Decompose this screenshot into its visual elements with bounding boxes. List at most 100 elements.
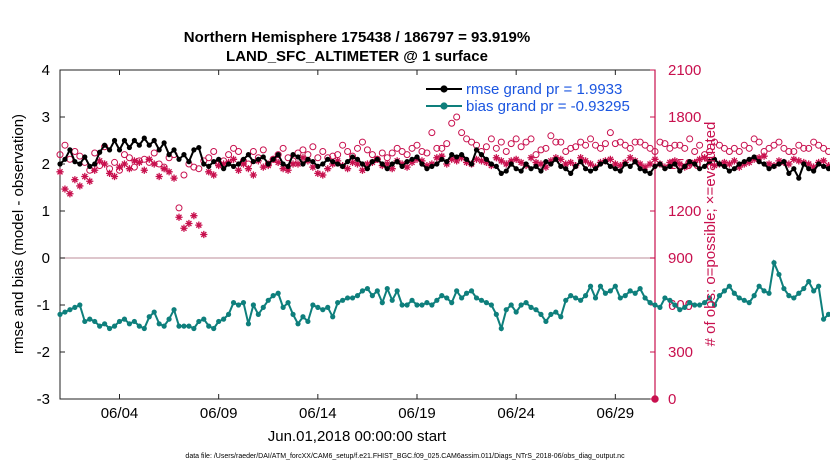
rmse-marker [811,168,817,174]
rmse-marker [166,152,172,158]
bias-marker [528,304,534,310]
rmse-marker [578,159,584,165]
evaluated-marker [229,155,238,163]
possible-marker [775,138,783,146]
bias-marker [711,302,718,308]
possible-marker [408,144,416,152]
evaluated-marker [383,160,391,168]
evaluated-marker [725,160,733,168]
bias-marker [414,302,420,308]
evaluated-marker [115,163,124,171]
bias-marker [731,290,737,296]
evaluated-marker [145,155,153,163]
rmse-marker [116,147,123,153]
evaluated-marker [294,160,302,168]
rmse-marker [151,137,157,144]
possible-marker [582,141,590,149]
possible-marker [696,141,704,149]
evaluated-marker [453,157,461,165]
rmse-marker [211,159,217,165]
rmse-marker [449,152,455,158]
possible-marker [274,151,282,159]
possible-marker [671,141,679,149]
rmse-marker [335,161,341,167]
evaluated-marker [507,157,515,165]
bias-marker [811,288,817,294]
rmse-marker [662,166,668,172]
evaluated-marker [314,169,322,177]
bias-marker [320,307,326,313]
rmse-marker [776,161,782,167]
possible-marker [492,144,500,152]
rmse-marker [295,154,301,160]
bias-marker [97,323,103,329]
rmse-marker [102,142,108,148]
rmse-marker [667,163,673,169]
rmse-marker [77,161,83,167]
rmse-marker [582,166,589,172]
y-tick-label: 4 [42,62,50,79]
rmse-marker [201,161,207,167]
bias-marker [449,300,455,306]
bias-marker [687,300,693,306]
rmse-marker [399,163,405,169]
rmse-marker [225,161,232,167]
bias-marker [131,318,137,325]
bias-marker [369,293,375,299]
rmse-marker [255,156,261,162]
bias-marker [716,293,723,299]
bias-marker [166,316,172,322]
bias-marker [801,285,807,292]
possible-marker [413,141,421,149]
bias-marker [607,288,613,294]
bias-marker [766,290,772,296]
rmse-marker [146,142,152,148]
bias-marker [310,302,316,308]
bias-marker [637,285,643,292]
possible-marker [150,149,158,157]
bias-marker [508,302,514,308]
rmse-marker [478,152,485,158]
bias-marker [92,318,98,325]
evaluated-marker [745,158,753,167]
bias-marker [354,293,361,299]
rmse-marker [97,149,103,155]
possible-marker [507,140,515,148]
rmse-marker [473,147,480,153]
evaluated-marker [497,157,505,165]
possible-marker [403,151,411,159]
possible-marker [314,154,322,162]
possible-marker [592,141,599,149]
bias-marker [206,323,212,329]
evaluated-marker [472,155,481,163]
rmse-marker [459,152,465,158]
bias-marker [87,316,93,322]
evaluated-marker [755,154,763,162]
bias-marker [141,325,147,332]
bias-marker [652,302,658,308]
bias-marker [538,311,544,317]
rmse-marker [716,161,723,167]
bias-marker [82,318,88,325]
possible-marker [190,163,198,171]
evaluated-marker [542,163,550,171]
evaluated-marker [636,160,644,168]
evaluated-marker [502,160,510,168]
bias-marker [751,293,757,299]
bias-marker [325,304,331,310]
evaluated-marker [562,160,570,168]
evaluated-marker [284,166,292,174]
bias-marker [419,302,425,308]
possible-marker [299,146,307,154]
rmse-marker [131,137,137,144]
bias-marker [756,283,762,289]
evaluated-marker [160,165,168,173]
rmse-marker [136,142,142,148]
possible-marker [616,138,624,146]
rmse-marker [221,166,227,172]
rmse-marker [558,163,564,169]
rmse-marker [568,170,574,176]
rmse-marker [161,140,167,146]
evaluated-marker [215,161,223,170]
